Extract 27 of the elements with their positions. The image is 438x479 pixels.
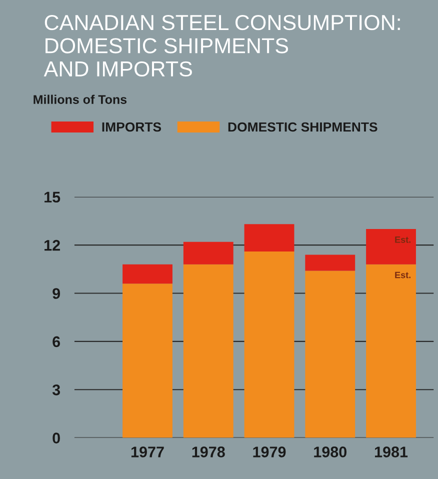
x-tick-label: 1977 bbox=[131, 446, 164, 458]
text: Millions of Tons bbox=[34, 94, 127, 104]
bar bbox=[244, 251, 294, 438]
legend-label: IMPORTS bbox=[102, 122, 162, 132]
y-tick-label: 0 bbox=[52, 432, 60, 444]
bar bbox=[122, 284, 172, 438]
bar bbox=[183, 264, 234, 438]
x-tick-label: 1979 bbox=[253, 446, 286, 458]
bar bbox=[305, 270, 356, 438]
chart-title: CANADIAN STEEL CONSUMPTION: DOMESTIC SHIPMENTS AND IMPORTS bbox=[44, 14, 400, 77]
bar bbox=[244, 224, 294, 252]
bar bbox=[366, 228, 416, 264]
bar bbox=[366, 264, 416, 438]
bar bbox=[183, 242, 234, 264]
y-tick-label: 15 bbox=[44, 192, 60, 203]
annotation: Est. bbox=[395, 236, 410, 243]
x-tick-label: 1978 bbox=[192, 446, 225, 458]
y-tick-label: 6 bbox=[52, 336, 60, 348]
x-tick-label: 1980 bbox=[314, 446, 346, 458]
bar bbox=[305, 254, 356, 271]
y-tick-label: 9 bbox=[52, 288, 60, 299]
x-tick-label: 1981 bbox=[374, 446, 408, 458]
legend-label: DOMESTIC SHIPMENTS bbox=[228, 122, 378, 132]
annotation: Est. bbox=[395, 272, 410, 278]
bar bbox=[122, 264, 172, 284]
y-tick-label: 3 bbox=[52, 384, 60, 396]
y-tick-label: 12 bbox=[44, 240, 60, 251]
